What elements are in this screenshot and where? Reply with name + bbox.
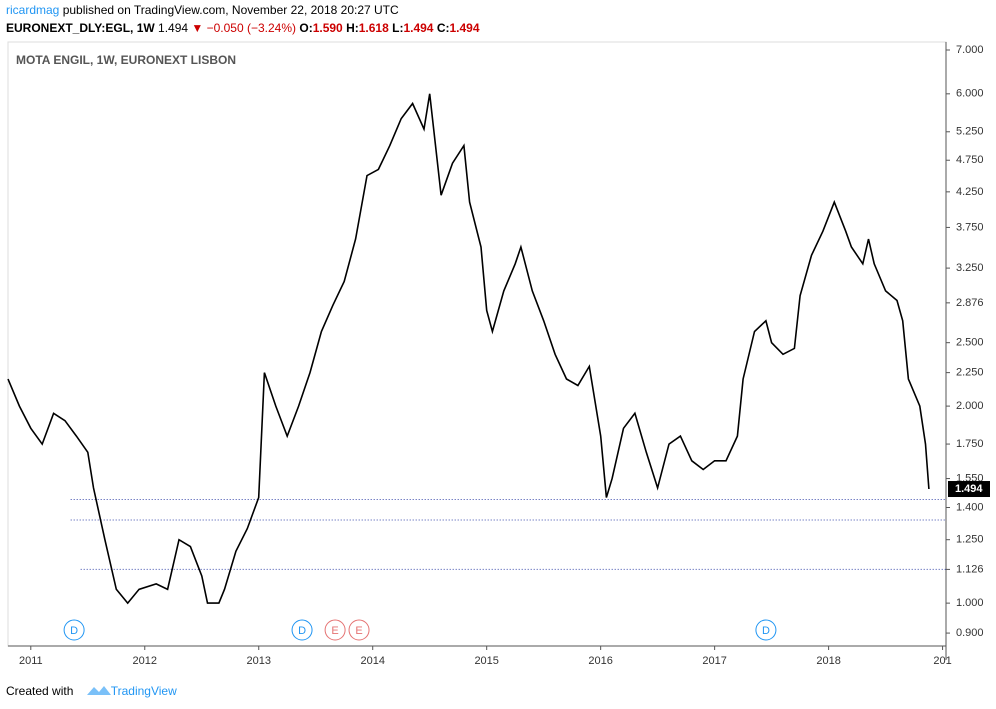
y-tick-label: 1.126 [956,563,984,575]
event-marker [324,619,346,641]
y-tick-label: 1.250 [956,534,984,546]
author[interactable]: ricardmag [6,3,60,17]
published: published on TradingView.com, November 2… [62,3,399,17]
y-tick-label: 3.250 [956,262,984,274]
event-marker [291,619,313,641]
x-tick-label: 2018 [816,655,840,667]
high: 1.618 [358,21,389,35]
y-tick-label: 2.250 [956,367,984,379]
brand[interactable]: TradingView [110,684,177,698]
event-label: E [331,625,338,637]
price-line [7,93,930,605]
last-price-tag [948,481,990,498]
symbol-line: EURONEXT_DLY:EGL, 1W 1.494 ▼ −0.050 (−3.… [6,21,480,35]
symbol: EURONEXT_DLY:EGL, 1W [6,21,155,35]
plot-frame [7,41,947,647]
chart: MOTA ENGIL, 1W, EURONEXT LISBON 7.000 6.0… [7,41,990,667]
event-marker [755,619,777,641]
y-tick-label: 2.000 [956,400,984,412]
low: 1.494 [403,21,434,35]
open-label: O: [299,21,313,35]
x-tick-label: 2016 [588,655,612,667]
y-tick-label: 2.876 [956,297,984,309]
x-tick-label: 201 [933,655,951,667]
y-tick-label: 4.250 [956,186,984,198]
close-label: C: [436,21,450,35]
y-tick-label: 2.500 [956,337,984,349]
event-label: D [298,625,306,637]
y-tick-label: 0.900 [956,627,984,639]
change: ▼ −0.050 (−3.24%) [191,21,297,35]
footer: Created with TradingView [6,684,177,698]
event-label: D [70,625,78,637]
created: Created with [6,684,74,698]
y-tick-label: 3.750 [956,221,984,233]
event-marker [348,619,370,641]
chart-title: MOTA ENGIL, 1W, EURONEXT LISBON [16,53,236,67]
x-tick-label: 2012 [133,655,157,667]
x-tick-label: 2017 [702,655,726,667]
low-label: L: [392,21,404,35]
y-tick-label: 1.750 [956,438,984,450]
header-line: ricardmag published on TradingView.com, … [6,3,399,17]
y-tick-label: 1.000 [956,597,984,609]
last: 1.494 [158,21,189,35]
x-tick-label: 2014 [360,655,384,667]
y-tick-label: 6.000 [956,88,984,100]
logo [87,686,111,695]
y-tick-label: 4.750 [956,154,984,166]
y-tick-label: 7.000 [956,44,984,56]
close: 1.494 [449,21,480,35]
y-tick-label: 5.250 [956,126,984,138]
high-label: H: [346,21,359,35]
x-tick-label: 2011 [19,655,43,667]
y-tick-label: 1.400 [956,501,984,513]
event-label: D [762,625,770,637]
x-tick-label: 2015 [474,655,498,667]
last-price-label: 1.494 [955,483,983,495]
x-tick-label: 2013 [246,655,270,667]
event-label: E [355,625,362,637]
open: 1.590 [312,21,343,35]
event-marker [63,619,85,641]
